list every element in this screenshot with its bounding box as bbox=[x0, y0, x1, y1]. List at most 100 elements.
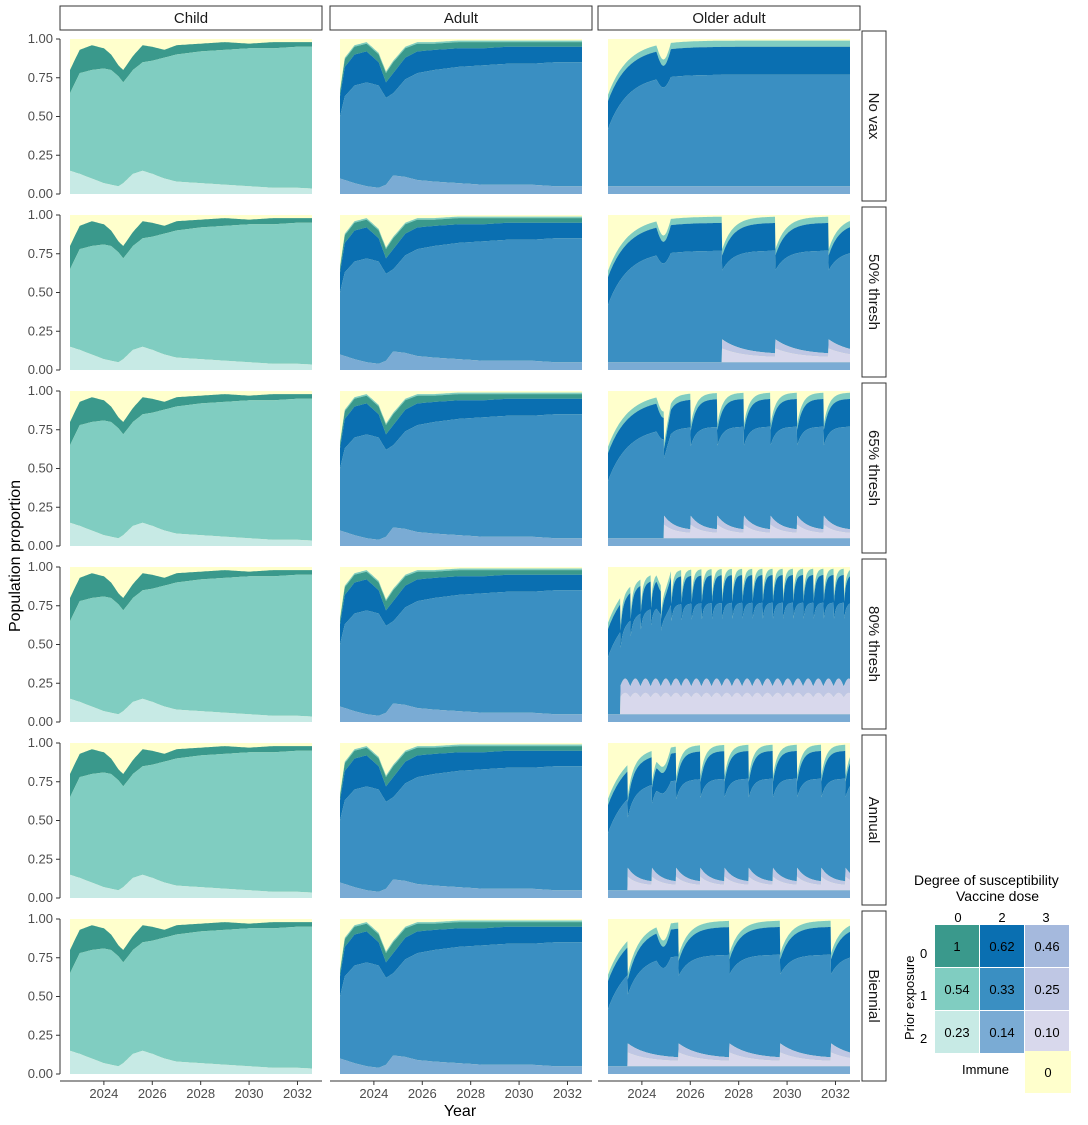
area-d0-e1 bbox=[70, 398, 312, 541]
area-d2-e0 bbox=[608, 222, 850, 305]
row-strip bbox=[861, 558, 887, 730]
column-strip bbox=[597, 5, 861, 31]
row-strip-label: 65% thresh bbox=[865, 430, 882, 506]
area-d0-e0 bbox=[70, 394, 312, 446]
column-strip-label: Child bbox=[174, 10, 208, 27]
row-strip bbox=[861, 206, 887, 378]
area-d2-e2 bbox=[340, 527, 582, 546]
legend-cell-d2-e0: 0.62 bbox=[980, 925, 1024, 967]
area-d0-e2 bbox=[70, 170, 312, 194]
area-d3-e1 bbox=[608, 678, 850, 715]
y-tick-label: 1.00 bbox=[28, 735, 53, 750]
area-d0-e2 bbox=[70, 522, 312, 546]
area-d0-e1 bbox=[608, 744, 850, 805]
area-d2-e2 bbox=[608, 186, 850, 194]
area-d3-e2 bbox=[608, 1052, 850, 1067]
legend-cell-d2-e1: 0.33 bbox=[980, 968, 1024, 1010]
area-d3-e1 bbox=[608, 515, 850, 539]
area-d0-e2 bbox=[70, 874, 312, 898]
y-tick-label: 1.00 bbox=[28, 383, 53, 398]
y-tick-label: 0.25 bbox=[28, 1027, 53, 1042]
x-tick-label: 2026 bbox=[408, 1086, 437, 1101]
legend-col-label: 2 bbox=[998, 910, 1006, 925]
area-d3-e2 bbox=[608, 692, 850, 715]
legend-col-label: 3 bbox=[1042, 910, 1050, 925]
area-d0-e0 bbox=[70, 42, 312, 94]
legend-row-label: 1 bbox=[920, 988, 928, 1003]
legend-immune-label: Immune bbox=[962, 1062, 1009, 1077]
y-tick-label: 1.00 bbox=[28, 31, 53, 46]
area-d2-e0 bbox=[340, 750, 582, 821]
legend-cell-d2-e2: 0.14 bbox=[980, 1011, 1024, 1053]
area-d0-e0 bbox=[70, 218, 312, 270]
x-tick-label: 2024 bbox=[89, 1086, 118, 1101]
y-tick-label: 0.75 bbox=[28, 774, 53, 789]
area-d3-e1 bbox=[608, 339, 850, 363]
area-d2-e0 bbox=[608, 751, 850, 833]
y-tick-label: 0.75 bbox=[28, 950, 53, 965]
area-d2-e0 bbox=[340, 574, 582, 645]
x-tick-label: 2030 bbox=[235, 1086, 264, 1101]
area-d0-e1 bbox=[340, 920, 582, 972]
x-tick-label: 2026 bbox=[676, 1086, 705, 1101]
area-d2-e1 bbox=[608, 250, 850, 363]
area-d0-e2 bbox=[70, 346, 312, 370]
area-d2-e0 bbox=[608, 575, 850, 657]
area-d3-e1 bbox=[608, 867, 850, 891]
area-d2-e2 bbox=[608, 362, 850, 370]
y-tick-label: 0.50 bbox=[28, 461, 53, 476]
row-strip-label: 80% thresh bbox=[865, 606, 882, 682]
x-tick-label: 2032 bbox=[283, 1086, 312, 1101]
area-d2-e2 bbox=[340, 351, 582, 370]
legend-immune-cell: 0 bbox=[1025, 1051, 1071, 1093]
y-tick-label: 0.50 bbox=[28, 285, 53, 300]
x-tick-label: 2024 bbox=[627, 1086, 656, 1101]
legend-row-label: 2 bbox=[920, 1031, 928, 1046]
area-d0-e0 bbox=[70, 922, 312, 974]
area-d2-e2 bbox=[340, 703, 582, 722]
area-d0-e0 bbox=[70, 746, 312, 798]
legend-cell-d0-e2: 0.23 bbox=[935, 1011, 979, 1053]
x-tick-label: 2024 bbox=[359, 1086, 388, 1101]
y-tick-label: 1.00 bbox=[28, 207, 53, 222]
legend-cell-d3-e0: 0.46 bbox=[1025, 925, 1069, 967]
area-d2-e1 bbox=[608, 602, 850, 715]
legend-cell-d3-e2: 0.10 bbox=[1025, 1011, 1069, 1053]
area-d2-e1 bbox=[340, 414, 582, 540]
legend-y-header: Prior exposure bbox=[902, 955, 917, 1040]
row-strip-label: No vax bbox=[865, 93, 882, 140]
x-tick-label: 2032 bbox=[821, 1086, 850, 1101]
legend-cell-d0-e1: 0.54 bbox=[935, 968, 979, 1010]
area-d0-e1 bbox=[608, 568, 850, 631]
area-d0-e1 bbox=[70, 574, 312, 717]
y-tick-label: 0.00 bbox=[28, 890, 53, 905]
area-d2-e0 bbox=[608, 927, 850, 1009]
y-tick-label: 0.25 bbox=[28, 851, 53, 866]
area-d2-e1 bbox=[340, 766, 582, 892]
y-tick-label: 0.75 bbox=[28, 246, 53, 261]
area-d2-e2 bbox=[608, 538, 850, 546]
legend-title: Degree of susceptibility bbox=[914, 872, 1059, 888]
area-d2-e0 bbox=[340, 398, 582, 469]
area-d2-e1 bbox=[340, 942, 582, 1068]
area-d0-e1 bbox=[608, 920, 850, 981]
area-d2-e2 bbox=[340, 1055, 582, 1074]
area-d0-e1 bbox=[70, 222, 312, 365]
x-tick-label: 2028 bbox=[186, 1086, 215, 1101]
area-d0-e1 bbox=[608, 40, 850, 101]
y-axis-title: Population proportion bbox=[7, 480, 24, 632]
area-d0-e2 bbox=[70, 1050, 312, 1074]
area-d0-e1 bbox=[70, 46, 312, 189]
x-tick-label: 2032 bbox=[553, 1086, 582, 1101]
area-d2-e1 bbox=[340, 590, 582, 716]
x-axis-title: Year bbox=[444, 1103, 477, 1120]
row-strip bbox=[861, 30, 887, 202]
area-d3-e2 bbox=[608, 876, 850, 891]
area-d0-e1 bbox=[70, 750, 312, 893]
y-tick-label: 0.00 bbox=[28, 186, 53, 201]
y-tick-label: 0.25 bbox=[28, 675, 53, 690]
susceptibility-legend: Degree of susceptibility Vaccine dose 0 … bbox=[900, 868, 1085, 1093]
column-strip-label: Older adult bbox=[692, 10, 766, 27]
area-d2-e1 bbox=[608, 954, 850, 1067]
